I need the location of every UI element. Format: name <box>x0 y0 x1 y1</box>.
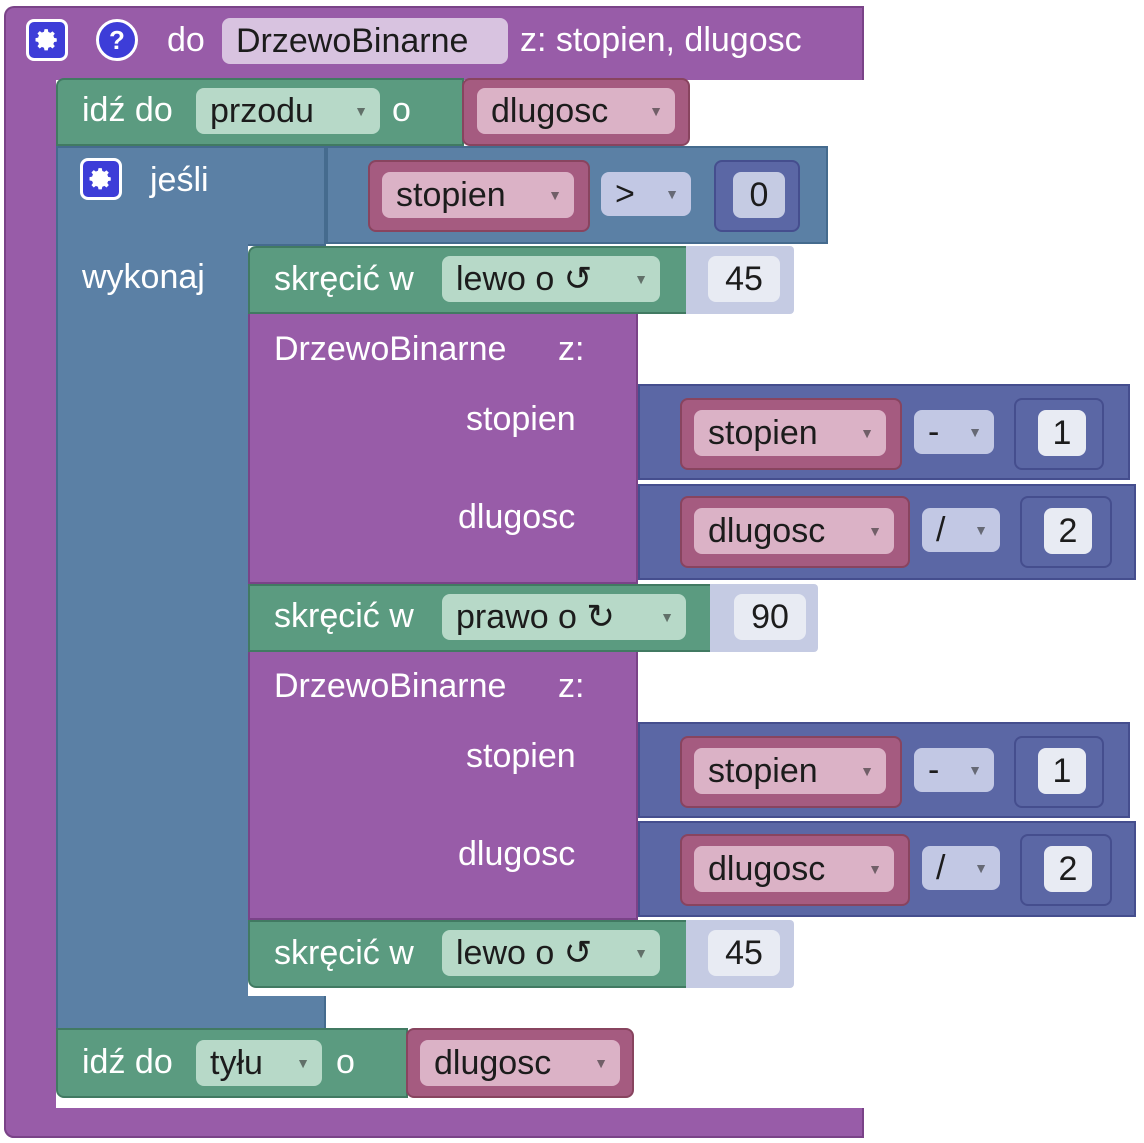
variable-dropdown[interactable]: stopien ▼ <box>694 410 886 456</box>
number-field[interactable]: 1 <box>1038 410 1086 456</box>
number-field[interactable]: 2 <box>1044 508 1092 554</box>
procedure-keyword: do <box>167 21 205 59</box>
turn-direction-dropdown[interactable]: lewo o ↺ ▼ <box>442 256 660 302</box>
procedure-bottom-bar <box>4 1108 864 1138</box>
help-icon[interactable]: ? <box>96 19 138 61</box>
turn-label: skręcić w <box>274 260 414 298</box>
turn-label: skręcić w <box>274 934 414 972</box>
chevron-down-icon: ▼ <box>649 103 663 119</box>
number-field[interactable]: 0 <box>733 172 785 218</box>
procedure-call-name: DrzewoBinarne <box>274 330 507 368</box>
variable-value: dlugosc <box>491 91 609 130</box>
variable-dropdown[interactable]: dlugosc ▼ <box>477 88 675 134</box>
move-direction-dropdown[interactable]: tyłu ▼ <box>196 1040 322 1086</box>
variable-dropdown[interactable]: dlugosc ▼ <box>694 846 894 892</box>
turn-direction-value: prawo o ↻ <box>456 598 615 636</box>
procedure-call-arg-label: stopien <box>466 737 576 775</box>
operator-dropdown[interactable]: / ▼ <box>922 508 1000 552</box>
number-field[interactable]: 45 <box>708 256 780 302</box>
chevron-down-icon: ▼ <box>968 762 982 778</box>
chevron-down-icon: ▼ <box>860 763 874 779</box>
turn-label: skręcić w <box>274 597 414 635</box>
variable-dropdown[interactable]: dlugosc ▼ <box>420 1040 620 1086</box>
chevron-down-icon: ▼ <box>665 186 679 202</box>
variable-value: stopien <box>708 751 818 790</box>
chevron-down-icon: ▼ <box>594 1055 608 1071</box>
if-label: jeśli <box>150 161 209 199</box>
chevron-down-icon: ▼ <box>660 609 674 625</box>
operator-dropdown[interactable]: - ▼ <box>914 410 994 454</box>
variable-value: dlugosc <box>434 1043 552 1082</box>
if-block-spine <box>56 244 248 1030</box>
operator-dropdown[interactable]: > ▼ <box>601 172 691 216</box>
chevron-down-icon: ▼ <box>634 945 648 961</box>
gear-icon[interactable] <box>80 158 122 200</box>
procedure-call-arg-label: dlugosc <box>458 835 576 873</box>
operator-value: / <box>936 848 946 887</box>
procedure-call-name: DrzewoBinarne <box>274 667 507 705</box>
chevron-down-icon: ▼ <box>968 424 982 440</box>
chevron-down-icon: ▼ <box>860 425 874 441</box>
operator-dropdown[interactable]: / ▼ <box>922 846 1000 890</box>
chevron-down-icon: ▼ <box>634 271 648 287</box>
chevron-down-icon: ▼ <box>868 861 882 877</box>
operator-dropdown[interactable]: - ▼ <box>914 748 994 792</box>
procedure-params-label: z: stopien, dlugosc <box>520 21 802 59</box>
procedure-call-arg-label: stopien <box>466 400 576 438</box>
variable-value: dlugosc <box>708 849 826 888</box>
chevron-down-icon: ▼ <box>974 860 988 876</box>
variable-dropdown[interactable]: stopien ▼ <box>694 748 886 794</box>
operator-value: - <box>928 750 940 789</box>
procedure-call-block[interactable] <box>248 652 638 920</box>
move-forward-conj: o <box>392 91 411 129</box>
number-field[interactable]: 45 <box>708 930 780 976</box>
move-backward-label: idź do <box>82 1043 173 1081</box>
procedure-call-block[interactable] <box>248 314 638 584</box>
procedure-call-arg-label: dlugosc <box>458 498 576 536</box>
move-direction-dropdown[interactable]: przodu ▼ <box>196 88 380 134</box>
move-forward-label: idź do <box>82 91 173 129</box>
variable-value: dlugosc <box>708 511 826 550</box>
do-label: wykonaj <box>82 258 205 296</box>
number-field[interactable]: 90 <box>734 594 806 640</box>
chevron-down-icon: ▼ <box>296 1055 310 1071</box>
operator-value: > <box>615 174 635 213</box>
operator-value: / <box>936 510 946 549</box>
procedure-body-spine <box>4 78 56 1138</box>
variable-dropdown[interactable]: dlugosc ▼ <box>694 508 894 554</box>
move-direction-value: przodu <box>210 91 314 130</box>
variable-value: stopien <box>708 413 818 452</box>
number-field[interactable]: 1 <box>1038 748 1086 794</box>
variable-dropdown[interactable]: stopien ▼ <box>382 172 574 218</box>
chevron-down-icon: ▼ <box>974 522 988 538</box>
operator-value: - <box>928 412 940 451</box>
turn-direction-value: lewo o ↺ <box>456 934 593 972</box>
procedure-name-field[interactable]: DrzewoBinarne <box>222 18 508 64</box>
variable-value: stopien <box>396 175 506 214</box>
chevron-down-icon: ▼ <box>868 523 882 539</box>
procedure-call-with: z: <box>558 667 585 705</box>
turn-direction-dropdown[interactable]: lewo o ↺ ▼ <box>442 930 660 976</box>
turn-direction-dropdown[interactable]: prawo o ↻ ▼ <box>442 594 686 640</box>
move-backward-conj: o <box>336 1043 355 1081</box>
turn-direction-value: lewo o ↺ <box>456 260 593 298</box>
number-field[interactable]: 2 <box>1044 846 1092 892</box>
move-direction-value: tyłu <box>210 1043 263 1082</box>
chevron-down-icon: ▼ <box>548 187 562 203</box>
gear-icon[interactable] <box>26 19 68 61</box>
chevron-down-icon: ▼ <box>354 103 368 119</box>
procedure-call-with: z: <box>558 330 585 368</box>
if-block-footer <box>56 996 326 1030</box>
